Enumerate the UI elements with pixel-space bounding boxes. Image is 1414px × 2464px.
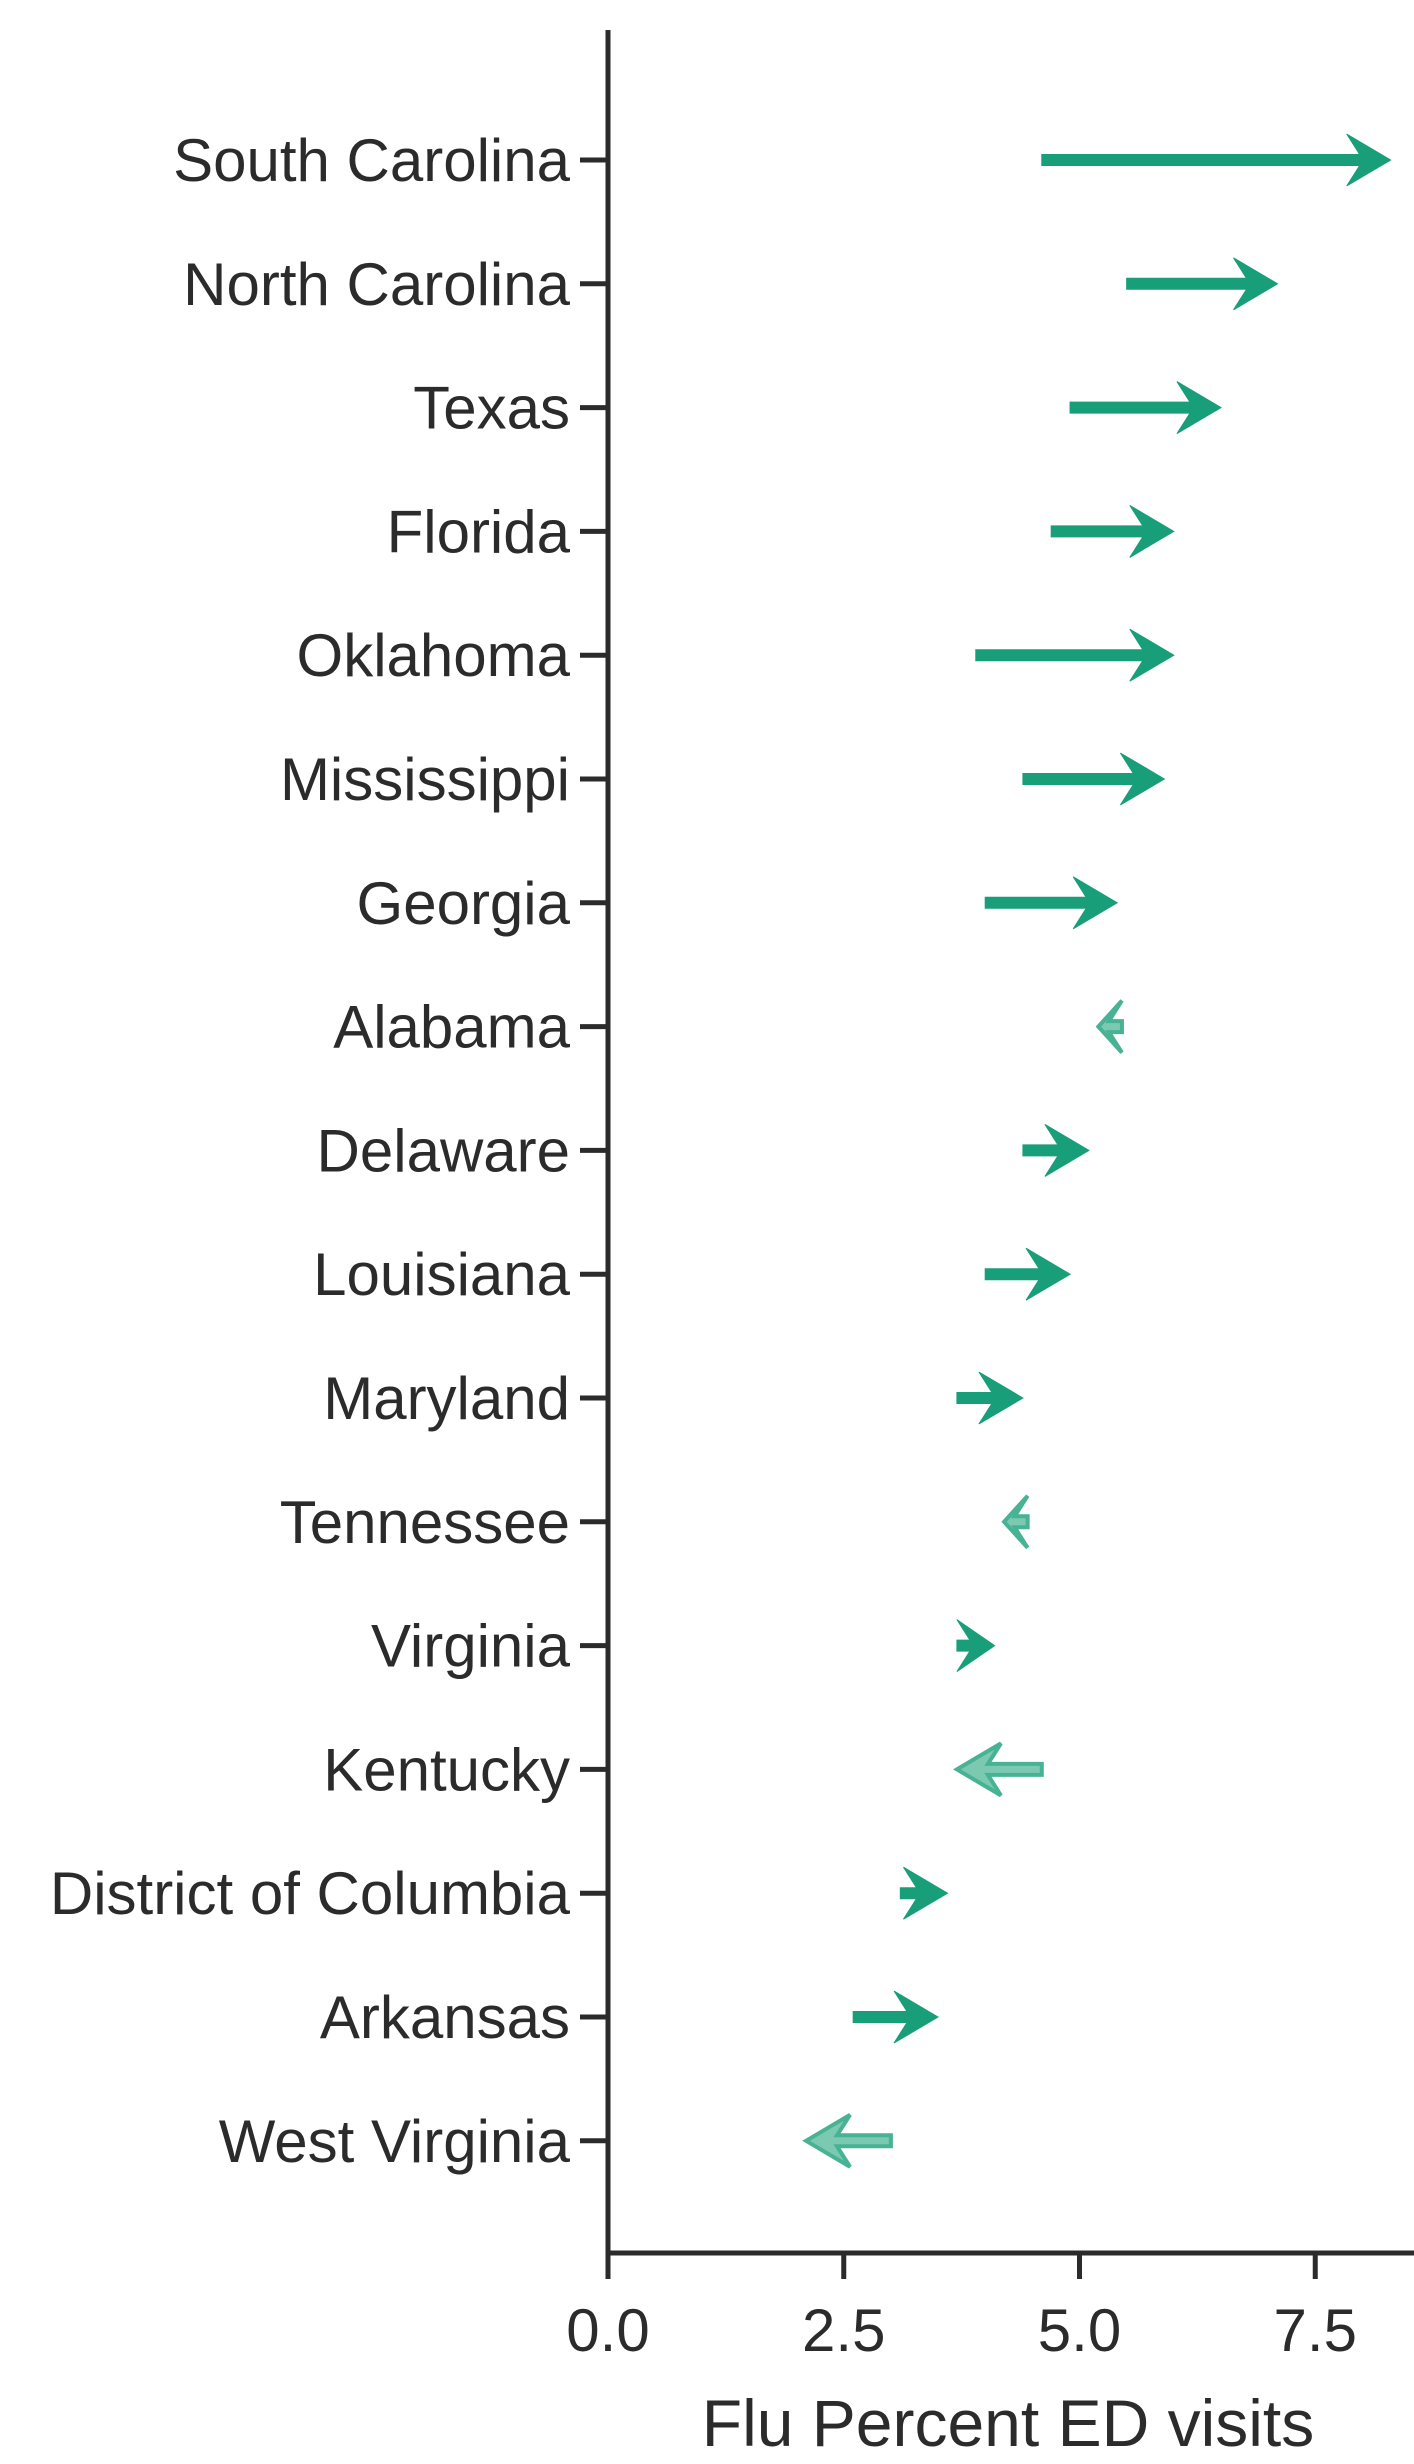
y-tick-label-florida: Florida	[387, 498, 571, 565]
arrow-south-carolina-increase	[1041, 133, 1392, 187]
y-tick-label-kentucky: Kentucky	[323, 1736, 570, 1803]
x-tick-label-7-5: 7.5	[1274, 2297, 1357, 2364]
y-tick-label-maryland: Maryland	[323, 1365, 570, 1432]
arrow-oklahoma-increase	[975, 628, 1175, 682]
y-tick-label-district-of-columbia: District of Columbia	[50, 1860, 571, 1927]
y-tick-label-arkansas: Arkansas	[320, 1984, 570, 2051]
arrow-delaware-increase	[1022, 1123, 1090, 1177]
x-tick-label-2-5: 2.5	[802, 2297, 885, 2364]
arrow-tennessee-decrease	[1001, 1494, 1030, 1550]
arrow-alabama-decrease	[1095, 999, 1124, 1054]
y-tick-label-louisiana: Louisiana	[313, 1241, 571, 1308]
arrow-north-carolina-increase	[1126, 257, 1279, 311]
y-tick-label-oklahoma: Oklahoma	[297, 622, 571, 689]
arrows-layer	[802, 133, 1392, 2169]
arrow-arkansas-increase	[852, 1990, 940, 2044]
labels-layer: 0.0 2.5 5.0 7.5 South Carolina North Carolina…	[50, 127, 1357, 2364]
arrow-district-of-columbia-increase	[899, 1866, 949, 1920]
arrow-mississippi-increase	[1022, 752, 1166, 806]
arrow-florida-increase	[1050, 504, 1175, 558]
y-tick-label-mississippi: Mississippi	[280, 746, 570, 813]
arrow-virginia-increase	[956, 1619, 996, 1673]
y-tick-label-texas: Texas	[413, 375, 570, 442]
arrow-maryland-increase	[956, 1371, 1024, 1425]
y-tick-label-virginia: Virginia	[371, 1613, 571, 1680]
x-tick-label-5-0: 5.0	[1038, 2297, 1121, 2364]
arrow-kentucky-decrease	[952, 1741, 1044, 1798]
axes-layer	[580, 30, 1414, 2279]
arrow-west-virginia-decrease	[802, 2113, 893, 2169]
y-tick-label-alabama: Alabama	[333, 994, 570, 1061]
y-tick-label-north-carolina: North Carolina	[183, 251, 570, 318]
y-tick-label-delaware: Delaware	[317, 1117, 570, 1184]
x-tick-label-0-0: 0.0	[566, 2297, 649, 2364]
y-tick-label-tennessee: Tennessee	[280, 1489, 570, 1556]
y-tick-label-georgia: Georgia	[357, 870, 571, 937]
arrow-louisiana-increase	[984, 1247, 1072, 1301]
y-tick-label-west-virginia: West Virginia	[219, 2108, 571, 2175]
arrow-georgia-increase	[984, 876, 1119, 930]
y-tick-label-south-carolina: South Carolina	[173, 127, 571, 194]
arrow-texas-increase	[1069, 381, 1222, 435]
x-axis-title: Flu Percent ED visits	[702, 2386, 1315, 2460]
